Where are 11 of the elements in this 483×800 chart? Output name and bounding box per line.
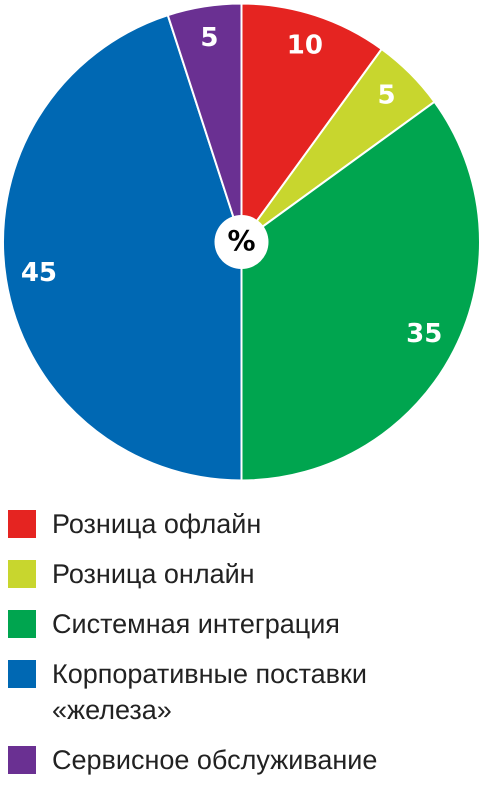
legend-label: Корпоративные поставки «железа» — [52, 658, 368, 727]
text: % — [227, 224, 256, 258]
legend-label: Розница онлайн — [52, 558, 255, 591]
data-label: 5 — [377, 80, 396, 111]
legend-label: Сервисное обслуживание — [52, 744, 378, 777]
data-label: 35 — [406, 318, 442, 349]
data-label: 45 — [20, 258, 58, 288]
data-label: 10 — [286, 30, 323, 61]
data-label: 5 — [200, 23, 218, 54]
legend-label: Розница офлайн — [52, 508, 262, 541]
legend-label: Системная интеграция — [52, 608, 340, 641]
